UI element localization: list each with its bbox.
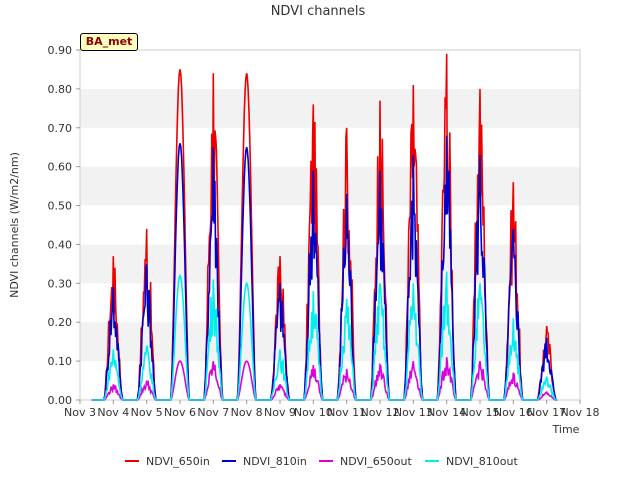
x-tick-label: Nov 4 [97,406,129,419]
y-tick-label: 0.30 [48,277,73,290]
grid-band [80,205,580,245]
x-tick-label: Nov 8 [231,406,263,419]
grid-band [80,88,580,128]
legend-label: NDVI_810in [243,455,307,468]
y-tick-label: 0.50 [48,200,73,213]
y-tick-label: 0.70 [48,122,73,135]
legend-label: NDVI_650in [146,455,210,468]
series-line-NDVI_810out [91,271,558,401]
grid-band [80,50,580,89]
y-axis-ticks: 0.00 0.10 0.20 0.30 0.40 0.50 0.60 0.70 0.80 0.90 [48,44,80,407]
x-tick-label: Nov 7 [197,406,229,419]
x-tick-label: Nov 6 [164,406,196,419]
x-tick-label: Nov 11 [327,406,366,419]
y-tick-label: 0.90 [48,44,73,57]
x-tick-label: Nov 14 [427,406,466,419]
x-tick-label: Nov 5 [131,406,163,419]
x-tick-label: Nov 16 [494,406,533,419]
y-tick-label: 0.60 [48,161,73,174]
legend: NDVI_650in NDVI_810in NDVI_650out NDVI_810o… [125,455,518,468]
grid-band [80,244,580,284]
grid-band [80,283,580,323]
chart-title: NDVI channels [271,4,366,19]
x-tick-label: Nov 10 [294,406,333,419]
grid-band [80,322,580,362]
grid-band [80,127,580,167]
series-lines [91,53,558,401]
x-tick-label: Nov 13 [394,406,433,419]
y-tick-label: 0.10 [48,355,73,368]
x-tick-label: Nov 18 [561,406,600,419]
y-tick-label: 0.40 [48,238,73,251]
x-axis-label: Time [552,423,580,436]
legend-label: NDVI_810out [446,455,518,468]
y-tick-label: 0.20 [48,316,73,329]
x-tick-label: Nov 12 [361,406,400,419]
y-axis-label: NDVI channels (W/m2/nm) [8,152,21,298]
grid-bands [80,50,580,400]
grid-band [80,166,580,206]
x-tick-label: Nov 3 [64,406,96,419]
x-tick-label: Nov 17 [527,406,566,419]
site-badge: BA_met [80,33,138,51]
x-tick-label: Nov 9 [264,406,296,419]
x-tick-label: Nov 15 [461,406,500,419]
legend-label: NDVI_650out [340,455,412,468]
y-tick-label: 0.80 [48,83,73,96]
y-tick-label: 0.00 [48,394,73,407]
grid-band [80,361,580,400]
